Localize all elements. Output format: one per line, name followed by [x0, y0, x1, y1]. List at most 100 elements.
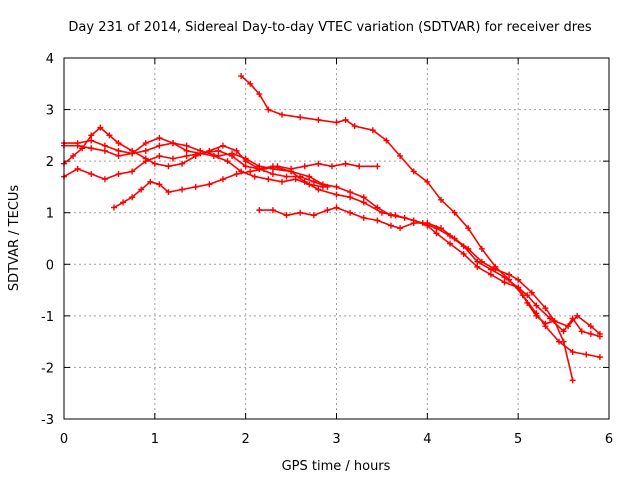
data-point-marker [560, 338, 567, 345]
data-point-marker [596, 354, 603, 361]
data-point-marker [383, 137, 390, 144]
data-point-marker [492, 266, 499, 273]
data-point-marker [138, 186, 145, 193]
data-point-marker [274, 163, 281, 170]
data-point-marker [587, 330, 594, 337]
data-point-marker [156, 152, 163, 159]
data-point-marker [487, 271, 494, 278]
data-point-marker [183, 142, 190, 149]
data-point-marker [206, 181, 213, 188]
x-tick-label: 6 [605, 432, 613, 447]
data-point-marker [324, 207, 331, 214]
data-point-marker [360, 194, 367, 201]
data-point-marker [224, 158, 231, 165]
data-point-marker [247, 168, 254, 175]
data-point-marker [333, 183, 340, 190]
data-point-marker [110, 204, 117, 211]
data-point-marker [465, 225, 472, 232]
data-point-marker [210, 152, 217, 159]
data-point-marker [165, 163, 172, 170]
y-tick-label: -1 [41, 310, 54, 325]
data-point-marker [351, 123, 358, 130]
data-point-marker [410, 220, 417, 227]
data-point-marker [501, 274, 508, 281]
y-tick-label: 0 [46, 258, 54, 273]
data-point-marker [129, 168, 136, 175]
data-point-marker [328, 163, 335, 170]
data-point-marker [101, 142, 108, 149]
data-point-marker [574, 312, 581, 319]
data-point-marker [424, 220, 431, 227]
y-tick-label: -2 [41, 361, 54, 376]
data-point-marker [542, 305, 549, 312]
data-point-marker [156, 181, 163, 188]
data-point-marker [279, 111, 285, 118]
data-point-marker [115, 152, 122, 159]
x-tick-label: 4 [423, 432, 431, 447]
data-point-marker [388, 212, 394, 219]
data-point-marker [310, 212, 317, 219]
data-point-marker [297, 209, 304, 216]
data-point-marker [533, 312, 540, 319]
data-point-marker [97, 124, 104, 131]
data-point-marker [528, 289, 535, 296]
data-point-marker [342, 116, 349, 123]
series-line [64, 139, 601, 335]
data-point-marker [129, 194, 136, 201]
x-tick-label: 5 [514, 432, 522, 447]
data-point-marker [256, 207, 263, 214]
y-tick-labels: -3 -2 -1 0 1 2 3 4 [41, 52, 54, 428]
data-point-marker [115, 171, 122, 178]
data-point-marker [533, 302, 540, 309]
data-point-marker [265, 106, 272, 113]
data-point-marker [297, 114, 304, 121]
data-point-marker [374, 163, 381, 170]
data-point-marker [524, 292, 531, 299]
data-point-marker [269, 171, 276, 178]
data-point-marker [565, 323, 572, 330]
data-point-marker [170, 155, 176, 162]
data-point-marker [460, 250, 467, 257]
data-point-marker [206, 147, 213, 154]
data-point-marker [315, 186, 322, 193]
data-point-marker [315, 160, 322, 167]
data-point-marker [115, 147, 122, 154]
series-track-3 [61, 137, 603, 337]
data-point-marker [360, 214, 367, 221]
data-point-marker [283, 173, 290, 180]
x-axis-label: GPS time / hours [282, 459, 391, 474]
data-point-marker [151, 160, 158, 167]
data-point-marker [465, 245, 472, 252]
data-point-marker [279, 178, 285, 185]
y-axis-label: SDTVAR / TECUs [7, 185, 22, 292]
data-point-marker [447, 240, 454, 247]
y-tick-label: 1 [46, 207, 54, 222]
data-point-marker [142, 147, 149, 154]
data-point-marker [242, 163, 249, 170]
data-point-marker [360, 199, 367, 206]
data-point-marker [229, 150, 236, 157]
x-tick-label: 1 [151, 432, 159, 447]
data-point-marker [306, 173, 313, 180]
data-point-marker [101, 176, 108, 183]
y-tick-label: 3 [46, 104, 54, 119]
data-point-marker [156, 134, 163, 141]
data-point-marker [437, 225, 444, 232]
data-point-marker [333, 191, 340, 198]
data-point-marker [333, 119, 340, 126]
data-point-marker [474, 263, 481, 270]
data-point-marker [583, 351, 590, 358]
data-point-marker [515, 284, 522, 291]
data-point-marker [233, 147, 240, 154]
data-point-marker [297, 173, 304, 180]
data-point-marker [260, 165, 267, 172]
data-point-marker [179, 160, 186, 167]
data-point-marker [197, 150, 204, 157]
data-point-marker [142, 158, 149, 165]
data-point-marker [74, 165, 81, 172]
series-track-4 [61, 124, 331, 190]
data-point-marker [569, 377, 576, 384]
data-point-marker [142, 140, 149, 147]
data-point-marker [265, 176, 272, 183]
